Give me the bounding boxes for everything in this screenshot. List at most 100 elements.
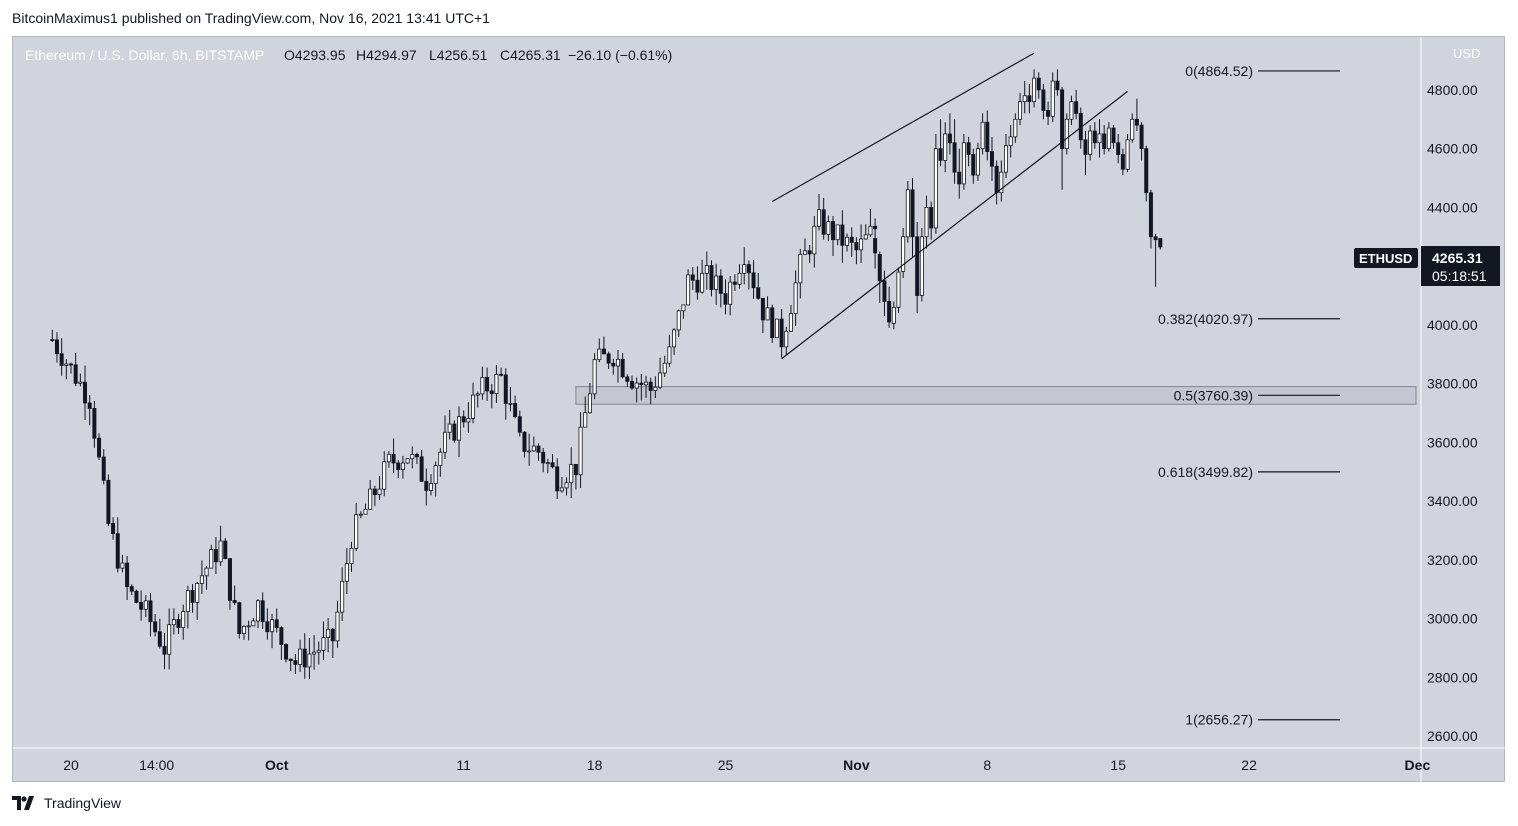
candle: [50, 329, 55, 342]
candle-body: [835, 224, 840, 241]
candle: [545, 458, 550, 474]
support-zone[interactable]: [575, 386, 1417, 405]
candle-body: [587, 393, 592, 414]
candle: [1022, 81, 1027, 114]
candle-body: [143, 600, 148, 610]
chart-frame[interactable]: 0(4864.52) 0.382(4020.97) 0.5(3760.39) 0.61…: [12, 36, 1506, 783]
candle: [78, 373, 83, 387]
candle: [494, 365, 499, 403]
candle-body: [279, 627, 284, 645]
candle-body: [302, 648, 307, 668]
price-scale[interactable]: USD 4800.00 4600.00 4400.00 4000.00 3800.00 3…: [1427, 46, 1480, 744]
candle-body: [901, 236, 906, 272]
candle-body: [489, 390, 494, 395]
candle-body: [634, 382, 639, 389]
candle: [826, 215, 831, 242]
candle: [765, 296, 770, 321]
candle-body: [831, 221, 836, 241]
price-tick-label: 4800.00: [1427, 82, 1478, 98]
candle: [770, 304, 775, 343]
publisher-line: BitcoinMaximus1 published on TradingView…: [12, 10, 490, 26]
candle: [798, 248, 803, 299]
candle-body: [943, 133, 948, 161]
candle: [690, 267, 695, 290]
candle: [400, 455, 405, 479]
candle: [1144, 145, 1149, 202]
candle: [676, 309, 681, 337]
candle: [929, 201, 934, 240]
candle-body: [644, 381, 649, 386]
price-chart[interactable]: 0(4864.52) 0.382(4020.97) 0.5(3760.39) 0.61…: [13, 37, 1506, 783]
fib-level-label: 0.618(3499.82): [1158, 464, 1253, 480]
candle-body: [737, 272, 742, 285]
candle-body: [461, 416, 466, 423]
candle: [1018, 92, 1023, 126]
candle: [139, 590, 144, 621]
candle-body: [1013, 118, 1018, 138]
candle-body: [447, 423, 452, 433]
candle: [485, 367, 490, 401]
time-tick-label: 14:00: [139, 757, 174, 773]
candle-body: [672, 329, 677, 348]
candle-body: [868, 225, 873, 236]
candle-body: [929, 207, 934, 229]
candle-body: [947, 133, 952, 144]
tradingview-logo[interactable]: TradingView: [12, 795, 121, 811]
candle-body: [723, 293, 728, 305]
candle-body: [779, 318, 784, 348]
candle: [1148, 189, 1153, 249]
candle: [326, 618, 331, 653]
candle: [410, 446, 415, 469]
candle-body: [1088, 130, 1093, 155]
candle-body: [499, 373, 504, 376]
candle-body: [330, 628, 335, 642]
candle: [372, 485, 377, 507]
candle: [1036, 72, 1041, 99]
time-tick-label: 18: [587, 757, 603, 773]
candle-body: [601, 348, 606, 355]
candle-body: [255, 600, 260, 622]
candle: [354, 503, 359, 552]
candle-body: [667, 346, 672, 364]
wedge-trendline[interactable]: [771, 52, 1035, 203]
currency-label[interactable]: USD: [1453, 46, 1480, 61]
candle: [700, 259, 705, 294]
candle: [662, 355, 667, 377]
candle: [672, 328, 677, 355]
candle-body: [1134, 118, 1139, 126]
candle: [475, 391, 480, 408]
candle-body: [933, 148, 938, 229]
candle: [471, 382, 476, 424]
candle: [54, 332, 59, 363]
candle: [821, 197, 826, 240]
time-scale[interactable]: 20 14:00 Oct 11 18 25 Nov 8 15 22 Dec: [63, 757, 1430, 773]
candle-body: [298, 648, 303, 665]
candle: [1130, 113, 1135, 143]
candle: [129, 584, 134, 596]
candle: [125, 555, 130, 601]
candle: [751, 260, 756, 299]
candle-body: [265, 621, 270, 633]
price-tick-label: 4600.00: [1427, 141, 1478, 157]
candle: [302, 633, 307, 679]
candle-body: [227, 558, 232, 601]
candle: [204, 565, 209, 590]
wedge-trendline[interactable]: [781, 90, 1128, 360]
candle: [438, 448, 443, 477]
candle: [924, 195, 929, 249]
candle-body: [340, 580, 345, 613]
candle: [162, 632, 167, 670]
candle-body: [821, 209, 826, 235]
candle-body: [213, 549, 218, 563]
candle-body: [87, 402, 92, 409]
candle-body: [485, 376, 490, 392]
candle-body: [167, 624, 172, 655]
fib-level-label: 0.382(4020.97): [1158, 311, 1253, 327]
tradingview-brand: TradingView: [44, 795, 122, 811]
candle: [195, 581, 200, 620]
candle: [802, 238, 807, 255]
candle: [1032, 69, 1037, 108]
candle-body: [316, 649, 321, 653]
candle: [321, 621, 326, 660]
candle: [1041, 84, 1046, 120]
